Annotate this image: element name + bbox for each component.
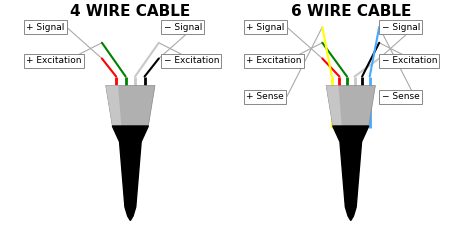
Text: 4 WIRE CABLE: 4 WIRE CABLE	[70, 4, 191, 20]
Text: − Signal: − Signal	[382, 22, 420, 32]
Text: − Signal: − Signal	[164, 22, 202, 32]
Text: − Excitation: − Excitation	[164, 56, 219, 65]
Text: + Signal: + Signal	[246, 22, 285, 32]
Text: − Sense: − Sense	[382, 92, 419, 101]
Polygon shape	[112, 126, 148, 220]
Polygon shape	[106, 86, 155, 126]
Polygon shape	[326, 86, 375, 126]
Text: + Signal: + Signal	[26, 22, 64, 32]
Text: + Excitation: + Excitation	[26, 56, 82, 65]
Text: + Sense: + Sense	[246, 92, 284, 101]
Polygon shape	[333, 126, 369, 220]
Text: 6 WIRE CABLE: 6 WIRE CABLE	[291, 4, 411, 20]
Text: − Excitation: − Excitation	[382, 56, 437, 65]
Polygon shape	[326, 86, 342, 126]
Polygon shape	[106, 86, 121, 126]
Text: + Excitation: + Excitation	[246, 56, 302, 65]
